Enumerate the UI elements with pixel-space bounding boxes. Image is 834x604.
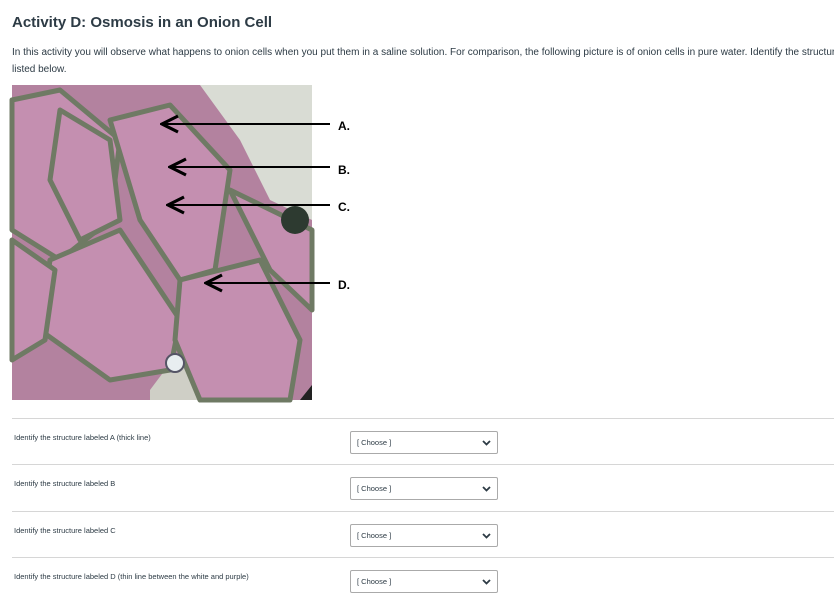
question-row: Identify the structure labeled D (thin l… [12, 557, 834, 604]
question-row: Identify the structure labeled C [ Choose… [12, 511, 834, 558]
arrows [162, 124, 330, 283]
select-placeholder: [ Choose ] [357, 531, 392, 540]
dropdown-chevron [482, 486, 491, 492]
answer-select[interactable]: [ Choose ] [350, 524, 498, 547]
answer-select[interactable]: [ Choose ] [350, 477, 498, 500]
intro: In this activity you will observe what h… [12, 47, 834, 75]
question-text: Identify the structure labeled C [14, 526, 116, 535]
select-placeholder: [ Choose ] [357, 484, 392, 493]
question-row: Identify the structure labeled A (thick … [12, 418, 834, 465]
dropdown-chevron [482, 440, 491, 446]
question-row: Identify the structure labeled B [ Choose… [12, 464, 834, 511]
label-a: A. [338, 119, 350, 133]
label-d: D. [338, 278, 350, 292]
answer-select[interactable]: [ Choose ] [350, 570, 498, 593]
question-text: Identify the structure labeled B [14, 479, 116, 488]
micrograph [9, 85, 315, 403]
select-placeholder: [ Choose ] [357, 438, 392, 447]
dropdown-chevron [482, 533, 491, 539]
dropdown-chevron [482, 579, 491, 585]
title: Activity D: Osmosis in an Onion Cell [12, 14, 273, 31]
question-text: Identify the structure labeled A (thick … [14, 433, 151, 442]
label-c: C. [338, 200, 350, 214]
figure: A. B. C. D. [9, 85, 350, 403]
answer-select[interactable]: [ Choose ] [350, 431, 498, 454]
question-text: Identify the structure labeled D (thin l… [14, 572, 249, 581]
label-b: B. [338, 163, 350, 177]
select-placeholder: [ Choose ] [357, 577, 392, 586]
